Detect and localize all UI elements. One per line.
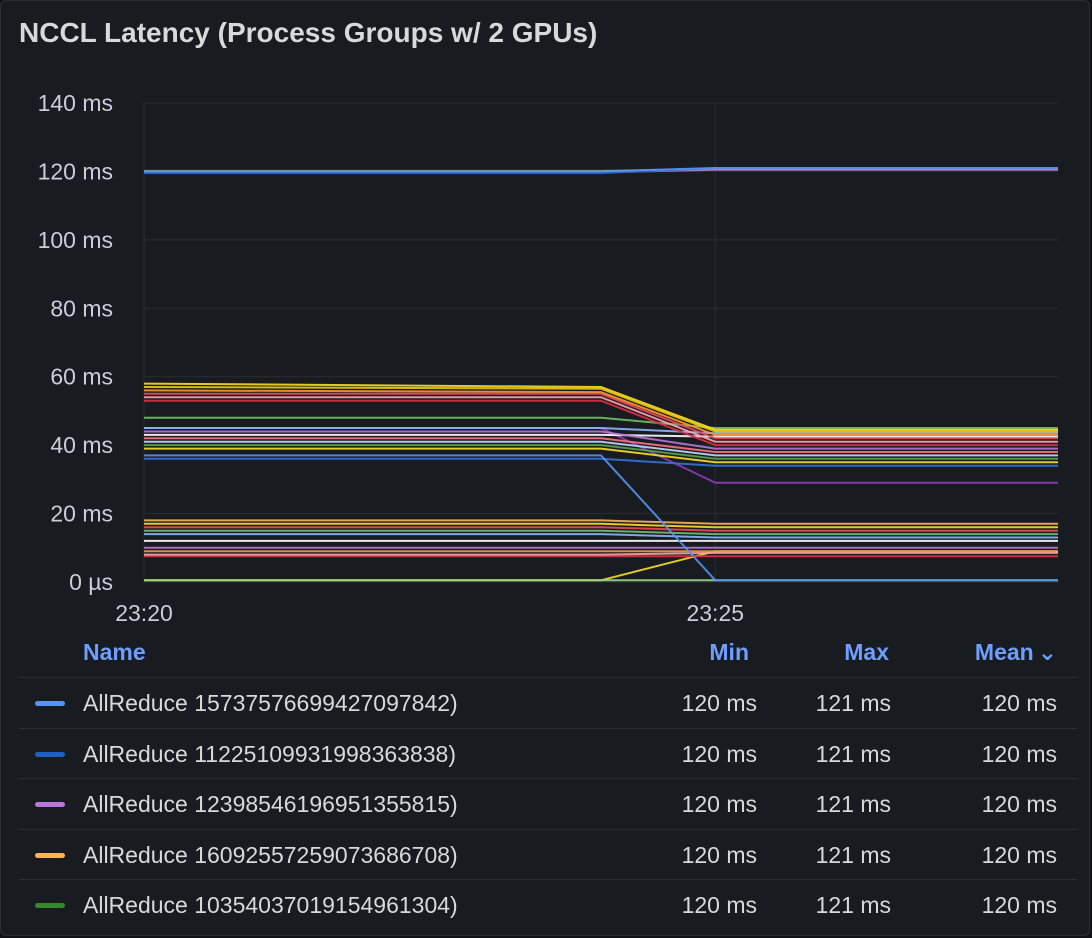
legend-header-min[interactable]: Min [709, 639, 749, 665]
x-tick-label: 23:20 [115, 600, 173, 621]
series-line [144, 167, 1058, 173]
series-line [144, 529, 1058, 536]
legend-max: 121 ms [815, 740, 891, 767]
series-line [143, 386, 1058, 433]
series-line [144, 533, 1058, 539]
series-line [144, 522, 1058, 529]
series-line [144, 519, 1058, 525]
legend-header-mean[interactable]: Mean ⌄ [975, 639, 1057, 666]
series-line [144, 454, 1058, 582]
legend-max: 121 ms [815, 841, 891, 868]
legend-swatch[interactable] [35, 802, 65, 807]
y-tick-label: 60 ms [50, 364, 113, 390]
legend-row[interactable]: AllReduce 16092557259073686708) 120 ms 121… [19, 830, 1077, 880]
legend-header: Name Min Max Mean ⌄ [19, 629, 1077, 678]
legend-mean: 120 ms [981, 791, 1057, 817]
x-tick-label: 23:25 [686, 600, 744, 621]
y-tick-label: 100 ms [38, 227, 113, 253]
legend-max: 121 ms [815, 690, 891, 716]
legend-max: 121 ms [815, 791, 891, 817]
legend-mean: 120 ms [981, 892, 1057, 918]
series-line [143, 389, 1058, 436]
legend-min: 120 ms [681, 892, 757, 918]
series-line [144, 440, 1058, 457]
series-line [143, 382, 1058, 431]
legend-row[interactable]: AllReduce 15737576699427097842) 120 ms 121… [19, 678, 1077, 729]
legend-min: 120 ms [681, 690, 757, 716]
legend-row[interactable]: AllReduce 11225109931998363838) 120 ms 121… [19, 729, 1077, 779]
legend-mean: 120 ms [981, 740, 1057, 767]
series-line [144, 457, 1058, 467]
legend-row[interactable]: AllReduce 10354037019154961304) 120 ms 121… [19, 880, 1077, 930]
legend-header-mean-label: Mean [974, 639, 1034, 665]
y-tick-label: 0 µs [69, 569, 113, 595]
legend-name[interactable]: AllReduce 11225109931998363838) [83, 740, 457, 767]
legend-min: 120 ms [681, 841, 757, 868]
chevron-down-icon: ⌄ [1037, 639, 1057, 665]
series-line [144, 430, 1058, 450]
panel-title[interactable]: NCCL Latency (Process Groups w/ 2 GPUs) [19, 17, 598, 48]
legend-swatch[interactable] [35, 903, 65, 908]
series-line [144, 427, 1058, 435]
legend-header-max[interactable]: Max [844, 639, 889, 665]
series-line [144, 437, 1058, 453]
legend-mean: 120 ms [981, 690, 1057, 716]
y-tick-label: 20 ms [50, 501, 113, 527]
y-tick-label: 140 ms [38, 90, 113, 116]
y-tick-label: 80 ms [50, 295, 113, 321]
legend-name[interactable]: AllReduce 15737576699427097842) [83, 690, 458, 716]
series-line [144, 392, 1058, 440]
legend-table: Name Min Max Mean ⌄ AllReduce 15737576699… [19, 629, 1077, 930]
legend-mean: 120 ms [981, 841, 1057, 868]
legend-swatch[interactable] [35, 852, 65, 858]
series-line [144, 433, 1058, 438]
y-tick-label: 40 ms [50, 432, 113, 458]
latency-chart[interactable]: 140 ms 120 ms 100 ms 80 ms 60 ms 40 ms 20 ms 0 … [1, 1, 1091, 621]
legend-name[interactable]: AllReduce 12398546196951355815) [83, 791, 458, 817]
series-line [144, 447, 1058, 464]
series-line [144, 399, 1058, 447]
series-line [144, 444, 1058, 460]
legend-swatch[interactable] [35, 751, 65, 757]
legend-max: 121 ms [815, 892, 891, 918]
legend-header-name[interactable]: Name [83, 639, 146, 665]
legend-min: 120 ms [681, 791, 757, 817]
y-tick-label: 120 ms [38, 158, 113, 184]
legend-swatch[interactable] [35, 701, 65, 706]
legend-row[interactable]: AllReduce 12398546196951355815) 120 ms 121… [19, 779, 1077, 830]
series-line [144, 396, 1058, 443]
legend-rows: AllReduce 15737576699427097842) 120 ms 121… [19, 678, 1077, 930]
legend-name[interactable]: AllReduce 16092557259073686708) [83, 841, 458, 868]
series-line [144, 526, 1058, 532]
legend-name[interactable]: AllReduce 10354037019154961304) [83, 892, 458, 918]
legend-min: 120 ms [681, 740, 757, 767]
series-line [144, 416, 1058, 429]
series-line [144, 551, 1058, 556]
